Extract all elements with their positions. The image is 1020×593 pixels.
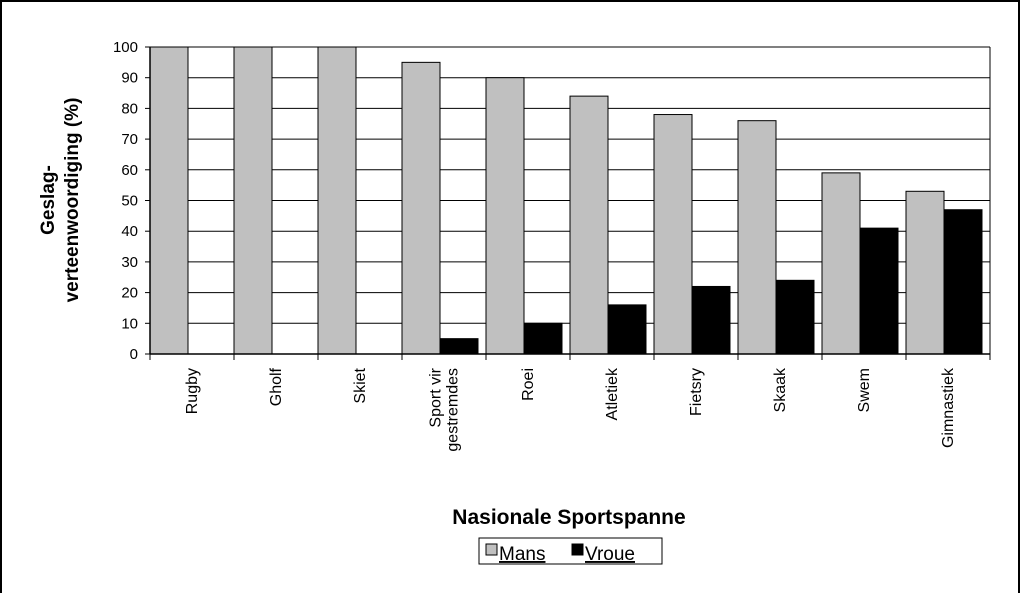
y-tick-label: 70 [121,131,138,148]
bar-vroue [775,279,815,355]
bar-mans [821,172,861,355]
x-tick-label: Atletiek [604,367,621,420]
y-axis-title: Geslag- [38,165,59,235]
x-tick-label: Roei [520,368,537,401]
y-axis-title: verteenwoordiging (%) [62,98,83,303]
bar-vroue [523,322,563,355]
legend-label-vroue: Vroue [585,544,635,565]
legend-label-mans: Mans [499,544,545,565]
bar-mans [149,46,189,355]
y-tick-label: 0 [130,346,138,363]
x-tick-label: Skiet [352,367,369,403]
bar-vroue [859,227,899,355]
x-tick-label: gestremdes [445,368,462,452]
y-tick-label: 30 [121,254,138,271]
legend-box [478,537,663,565]
x-tick-label: Swem [856,368,873,412]
bar-vroue [439,338,479,355]
bar-mans [569,95,609,355]
x-tick-label: Fietsry [688,368,705,416]
bar-mans [905,190,945,355]
bar-mans [653,114,693,355]
y-tick-label: 50 [121,193,138,210]
bar-mans [233,46,273,355]
x-axis-title: Nasionale Sportspanne [452,506,685,529]
legend-swatch-vroue [571,543,584,556]
y-tick-label: 10 [121,315,138,332]
bar-vroue [943,209,983,355]
y-tick-label: 80 [121,100,138,117]
bar-mans [485,77,525,355]
y-tick-label: 20 [121,285,138,302]
bar-mans [317,46,357,355]
y-tick-label: 60 [121,162,138,179]
y-tick-label: 100 [113,39,138,56]
legend-swatch-mans [485,543,498,556]
x-tick-label: Gholf [268,367,285,406]
x-tick-label: Gimnastiek [940,367,957,448]
y-tick-label: 40 [121,223,138,240]
bar-mans [737,120,777,355]
bar-vroue [691,285,731,355]
x-tick-label: Sport vir [428,367,445,427]
bar-mans [401,61,441,355]
x-tick-label: Skaak [772,367,789,412]
x-tick-label: Rugby [184,368,201,414]
y-tick-label: 90 [121,70,138,87]
bar-vroue [607,304,647,355]
